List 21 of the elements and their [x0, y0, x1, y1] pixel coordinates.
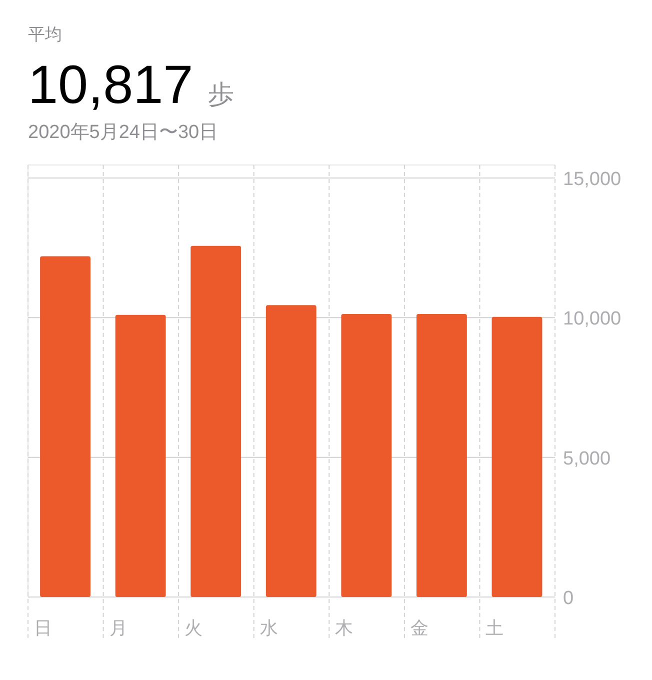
bar [115, 314, 166, 597]
x-tick-label: 水 [260, 618, 278, 638]
x-tick-label: 木 [335, 618, 354, 638]
bar [341, 314, 392, 597]
bar [492, 316, 542, 597]
y-tick-label: 0 [563, 588, 574, 609]
chart-subtitle: 2020年5月24日〜30日 [28, 122, 218, 143]
bar [190, 246, 242, 597]
x-tick-label: 土 [486, 618, 504, 638]
y-tick-label: 5,000 [563, 448, 611, 470]
x-tick-label: 日 [34, 618, 52, 638]
y-tick-label: 10,000 [563, 308, 622, 330]
text: 平均 [28, 25, 62, 44]
y-tick-label: 15,000 [563, 169, 622, 190]
bar [416, 314, 467, 597]
x-tick-label: 火 [184, 618, 203, 638]
bar [40, 256, 90, 597]
chart-title: 10,817 歩 [28, 55, 234, 115]
bar [266, 305, 316, 597]
x-tick-label: 月 [109, 618, 128, 638]
x-tick-label: 金 [410, 618, 428, 638]
